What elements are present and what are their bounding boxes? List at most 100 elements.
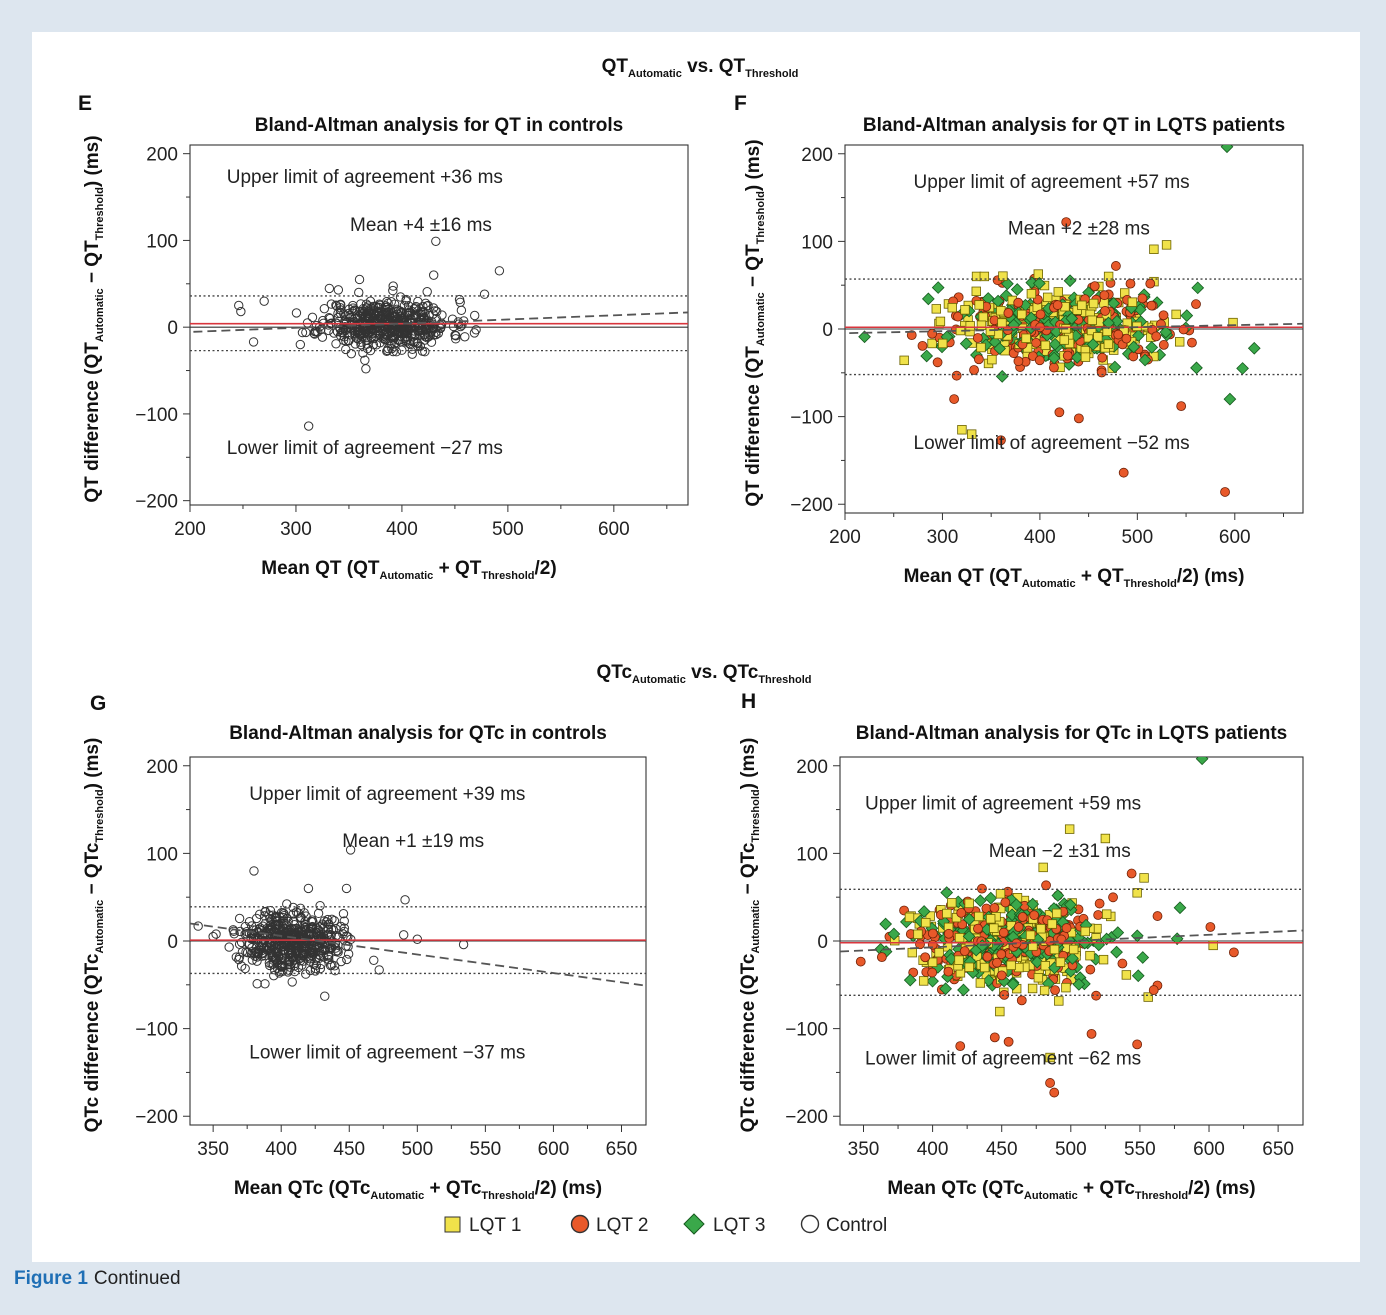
data-point [858, 330, 871, 344]
annotation: Upper limit of agreement +36 ms [227, 167, 503, 188]
data-point-outlier [374, 965, 384, 975]
data-point [1108, 892, 1118, 903]
data-point [1025, 930, 1036, 940]
data-point [1151, 331, 1162, 342]
data-point [1069, 944, 1079, 955]
data-point [998, 927, 1009, 938]
data-point [371, 340, 382, 350]
data-point [264, 910, 274, 920]
data-point [470, 310, 480, 321]
data-point [289, 920, 300, 930]
x-axis-label: Mean QT (QTAutomatic + QTThreshold/2) [261, 558, 556, 582]
data-point [1040, 961, 1050, 971]
legend-item: LQT 2 [570, 1214, 648, 1236]
data-point [426, 337, 437, 347]
data-point [1027, 983, 1038, 994]
legend-marker [800, 1214, 820, 1234]
x-tick-label: 300 [927, 527, 959, 548]
data-point [428, 330, 439, 340]
data-point [1127, 340, 1141, 354]
data-point [965, 321, 975, 331]
data-point [1158, 340, 1169, 350]
data-point [1028, 941, 1038, 951]
annotation: Mean +2 ±28 ms [1008, 218, 1150, 239]
data-point [951, 370, 962, 381]
data-point [927, 338, 937, 349]
data-point [921, 292, 935, 306]
y-tick-label: 0 [167, 318, 178, 339]
data-point [953, 311, 963, 322]
data-point [325, 944, 336, 954]
data-point [380, 301, 391, 311]
data-point [331, 924, 341, 934]
data-point-outlier [1132, 888, 1142, 898]
data-point [1091, 990, 1101, 1001]
data-point [418, 307, 428, 318]
data-point [274, 933, 284, 944]
data-point [335, 303, 345, 313]
data-point-outlier [1139, 873, 1149, 883]
data-point [378, 333, 388, 343]
data-point [333, 312, 344, 323]
data-point [1121, 970, 1132, 980]
data-point [1100, 306, 1110, 316]
data-point-outlier [989, 1032, 1000, 1043]
data-point-outlier [1195, 757, 1209, 766]
data-point [1102, 909, 1112, 919]
legend-label: LQT 1 [469, 1215, 521, 1236]
data-point [879, 917, 893, 931]
data-point [997, 318, 1007, 328]
data-point [956, 907, 967, 918]
data-point [1102, 316, 1115, 330]
data-point [1026, 289, 1037, 299]
data-point-outlier [345, 845, 356, 855]
data-point [1080, 926, 1090, 937]
data-point-outlier [1003, 1036, 1014, 1047]
data-point [998, 271, 1008, 281]
data-point [308, 947, 318, 958]
data-point [395, 335, 405, 345]
data-point-outlier [303, 883, 314, 894]
data-point [338, 908, 349, 919]
data-point [1085, 964, 1096, 975]
data-point [1003, 308, 1014, 318]
annotation: Upper limit of agreement +39 ms [249, 784, 525, 805]
chart-E: E Bland-Altman analysis for QT in control… [78, 92, 689, 582]
data-point-outlier [1132, 1039, 1143, 1050]
plot-area [190, 236, 688, 431]
data-point [277, 953, 288, 963]
data-point-outlier [193, 921, 203, 931]
y-tick-label: −200 [785, 1107, 828, 1128]
y-axis-label: QT difference (QTAutomatic − QTThreshold… [82, 135, 106, 502]
data-point [935, 316, 946, 327]
data-point [1000, 897, 1011, 908]
data-point-outlier [957, 425, 967, 435]
data-point [306, 916, 316, 927]
data-point [265, 913, 275, 924]
data-point [291, 308, 302, 318]
y-tick-label: 200 [146, 145, 178, 166]
data-point-outlier [431, 236, 441, 246]
legend-item: LQT 1 [444, 1215, 521, 1236]
y-tick-label: 0 [167, 932, 178, 953]
data-point [388, 346, 398, 357]
data-point [1136, 951, 1150, 964]
data-point [231, 952, 242, 962]
data-point [1132, 329, 1145, 342]
data-point [422, 287, 432, 297]
chart-F: F Bland-Altman analysis for QT in LQTS pa… [734, 92, 1304, 590]
data-point [327, 960, 337, 970]
data-point [1047, 351, 1061, 365]
legend-marker [683, 1213, 705, 1235]
data-point [388, 281, 398, 291]
x-tick-label: 400 [1024, 527, 1056, 548]
data-point [310, 966, 321, 976]
data-point [969, 365, 979, 375]
data-point [267, 914, 277, 925]
caption-text: Continued [93, 1268, 181, 1289]
data-point [1053, 287, 1063, 297]
data-point [1088, 298, 1099, 309]
data-point [333, 308, 343, 319]
data-point [1093, 332, 1103, 342]
chart-H: H Bland-Altman analysis for QTc in LQTS p… [738, 690, 1304, 1202]
